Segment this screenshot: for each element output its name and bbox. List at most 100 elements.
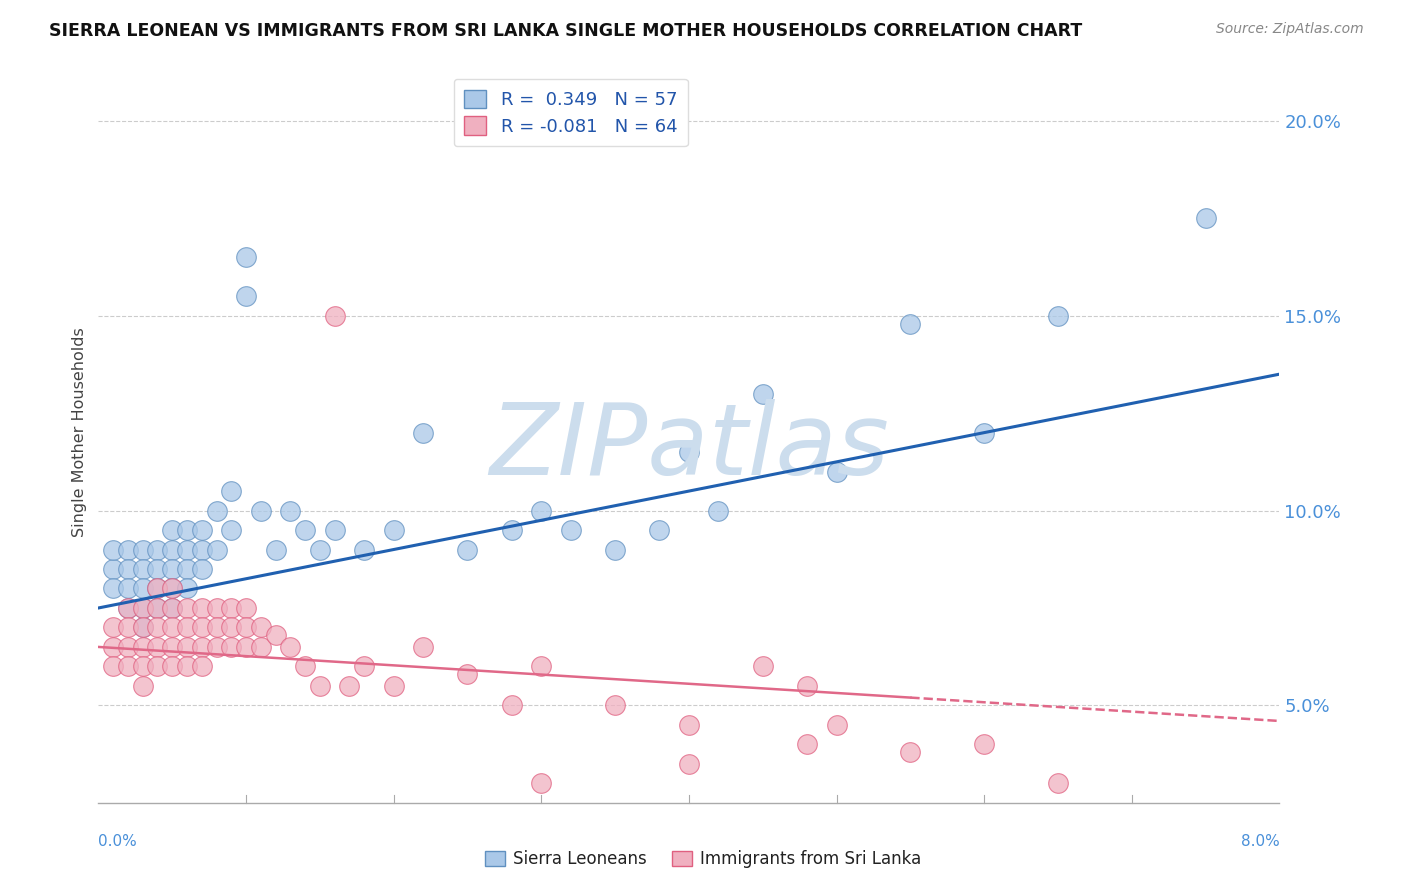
Point xyxy=(382,523,405,537)
Point xyxy=(146,542,169,557)
Legend: Sierra Leoneans, Immigrants from Sri Lanka: Sierra Leoneans, Immigrants from Sri Lan… xyxy=(478,844,928,875)
Point xyxy=(678,718,700,732)
Point xyxy=(176,523,198,537)
Text: SIERRA LEONEAN VS IMMIGRANTS FROM SRI LANKA SINGLE MOTHER HOUSEHOLDS CORRELATION: SIERRA LEONEAN VS IMMIGRANTS FROM SRI LA… xyxy=(49,22,1083,40)
Point xyxy=(560,523,582,537)
Point xyxy=(221,523,243,537)
Point xyxy=(973,425,995,440)
Point xyxy=(162,542,183,557)
Point xyxy=(191,523,214,537)
Point xyxy=(176,659,198,673)
Text: Source: ZipAtlas.com: Source: ZipAtlas.com xyxy=(1216,22,1364,37)
Point xyxy=(191,542,214,557)
Point xyxy=(162,582,183,596)
Point xyxy=(176,601,198,615)
Point xyxy=(117,562,139,576)
Point xyxy=(176,542,198,557)
Point xyxy=(707,503,730,517)
Point xyxy=(162,659,183,673)
Point xyxy=(146,601,169,615)
Point xyxy=(530,659,553,673)
Point xyxy=(457,542,479,557)
Point xyxy=(605,542,627,557)
Point xyxy=(205,542,228,557)
Point xyxy=(796,679,818,693)
Point xyxy=(501,523,523,537)
Point xyxy=(146,582,169,596)
Point xyxy=(176,640,198,654)
Point xyxy=(221,620,243,634)
Point xyxy=(250,503,273,517)
Point xyxy=(825,718,848,732)
Point xyxy=(501,698,523,713)
Point xyxy=(752,386,775,401)
Point xyxy=(353,659,375,673)
Point xyxy=(103,562,125,576)
Point xyxy=(1195,211,1218,226)
Point xyxy=(825,465,848,479)
Point xyxy=(412,640,434,654)
Point xyxy=(162,640,183,654)
Text: 8.0%: 8.0% xyxy=(1240,834,1279,849)
Point xyxy=(323,309,346,323)
Point xyxy=(752,659,775,673)
Point xyxy=(1046,309,1070,323)
Text: ZIPatlas: ZIPatlas xyxy=(489,399,889,496)
Point xyxy=(235,289,257,303)
Point xyxy=(205,620,228,634)
Point xyxy=(132,620,155,634)
Point xyxy=(117,640,139,654)
Point xyxy=(176,620,198,634)
Point xyxy=(678,756,700,771)
Point xyxy=(117,601,139,615)
Point xyxy=(280,503,302,517)
Point xyxy=(382,679,405,693)
Point xyxy=(132,601,155,615)
Point xyxy=(1046,776,1070,790)
Point xyxy=(132,562,155,576)
Point xyxy=(117,659,139,673)
Point xyxy=(678,445,700,459)
Point xyxy=(162,582,183,596)
Point xyxy=(205,601,228,615)
Point xyxy=(457,667,479,681)
Point xyxy=(205,640,228,654)
Point xyxy=(146,562,169,576)
Point xyxy=(235,601,257,615)
Point xyxy=(132,659,155,673)
Point xyxy=(103,582,125,596)
Point xyxy=(146,582,169,596)
Point xyxy=(117,620,139,634)
Point xyxy=(176,582,198,596)
Point xyxy=(103,542,125,557)
Point xyxy=(235,640,257,654)
Point xyxy=(250,620,273,634)
Point xyxy=(162,601,183,615)
Point xyxy=(162,601,183,615)
Point xyxy=(117,601,139,615)
Point xyxy=(900,317,922,331)
Point xyxy=(162,523,183,537)
Point xyxy=(294,523,316,537)
Point xyxy=(191,640,214,654)
Point xyxy=(205,503,228,517)
Point xyxy=(132,679,155,693)
Point xyxy=(132,582,155,596)
Point xyxy=(103,659,125,673)
Point xyxy=(264,542,287,557)
Point xyxy=(353,542,375,557)
Point xyxy=(162,620,183,634)
Point xyxy=(176,562,198,576)
Point xyxy=(235,250,257,264)
Point xyxy=(191,620,214,634)
Point xyxy=(146,620,169,634)
Legend: R =  0.349   N = 57, R = -0.081   N = 64: R = 0.349 N = 57, R = -0.081 N = 64 xyxy=(454,78,688,146)
Point xyxy=(162,562,183,576)
Point xyxy=(280,640,302,654)
Point xyxy=(132,542,155,557)
Point xyxy=(117,582,139,596)
Point xyxy=(146,659,169,673)
Point xyxy=(323,523,346,537)
Point xyxy=(221,484,243,499)
Point xyxy=(900,745,922,759)
